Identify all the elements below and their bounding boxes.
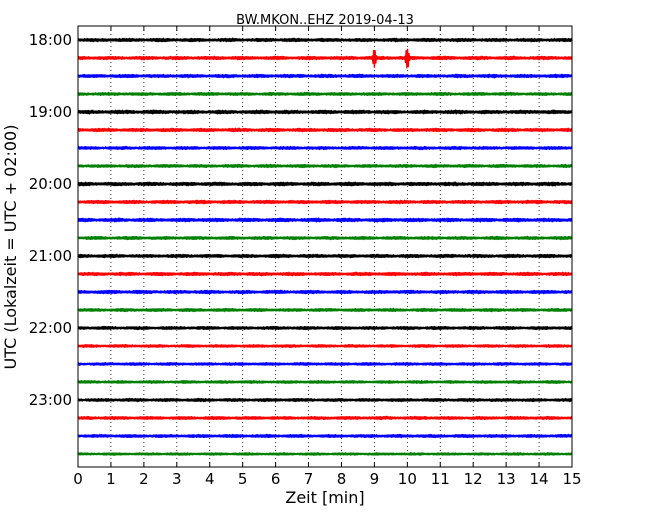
trace-2145 — [77, 307, 573, 313]
trace-2230 — [77, 361, 573, 367]
x-tick-label: 13 — [497, 470, 516, 488]
x-tick-label: 11 — [431, 470, 450, 488]
trace-1945 — [77, 163, 573, 169]
trace-2045 — [77, 235, 573, 241]
trace-1815 — [77, 48, 573, 69]
x-tick-label: 14 — [530, 470, 549, 488]
trace-2030 — [77, 217, 573, 223]
x-tick-label: 8 — [337, 470, 347, 488]
trace-2000 — [77, 181, 573, 187]
trace-1915 — [77, 127, 573, 133]
x-tick-label: 9 — [370, 470, 380, 488]
x-tick-label: 2 — [139, 470, 149, 488]
x-tick-label: 15 — [562, 470, 581, 488]
trace-2100 — [77, 253, 573, 259]
trace-2330 — [77, 433, 573, 439]
y-axis-label: UTC (Lokalzeit = UTC + 02:00) — [1, 125, 20, 370]
x-tick-label: 5 — [238, 470, 248, 488]
trace-2315 — [77, 415, 573, 421]
trace-2345 — [77, 452, 573, 456]
y-tick-label: 18:00 — [29, 31, 72, 49]
x-tick-label: 12 — [464, 470, 483, 488]
trace-2115 — [77, 271, 573, 277]
trace-1900 — [77, 109, 573, 115]
y-tick-label: 20:00 — [29, 175, 72, 193]
trace-1845 — [77, 91, 573, 97]
trace-1830 — [77, 73, 573, 79]
trace-2200 — [77, 325, 573, 331]
x-axis-label: Zeit [min] — [285, 488, 364, 507]
x-tick-label: 7 — [304, 470, 314, 488]
x-tick-label: 3 — [172, 470, 182, 488]
y-tick-label: 21:00 — [29, 247, 72, 265]
y-tick-label: 22:00 — [29, 319, 72, 337]
x-tick-label: 6 — [271, 470, 281, 488]
x-tick-label: 0 — [73, 470, 83, 488]
trace-2130 — [77, 289, 573, 295]
x-tick-label: 10 — [398, 470, 417, 488]
x-tick-label: 1 — [106, 470, 116, 488]
trace-1800 — [77, 37, 573, 43]
trace-2215 — [77, 343, 573, 349]
trace-2300 — [77, 397, 573, 403]
y-tick-label: 19:00 — [29, 103, 72, 121]
x-tick-label: 4 — [205, 470, 215, 488]
chart-title: BW.MKON..EHZ 2019-04-13 — [236, 13, 414, 28]
y-tick-label: 23:00 — [29, 391, 72, 409]
plot-frame — [77, 25, 573, 468]
trace-2015 — [77, 199, 573, 205]
trace-1930 — [77, 145, 573, 151]
trace-2245 — [77, 379, 573, 385]
